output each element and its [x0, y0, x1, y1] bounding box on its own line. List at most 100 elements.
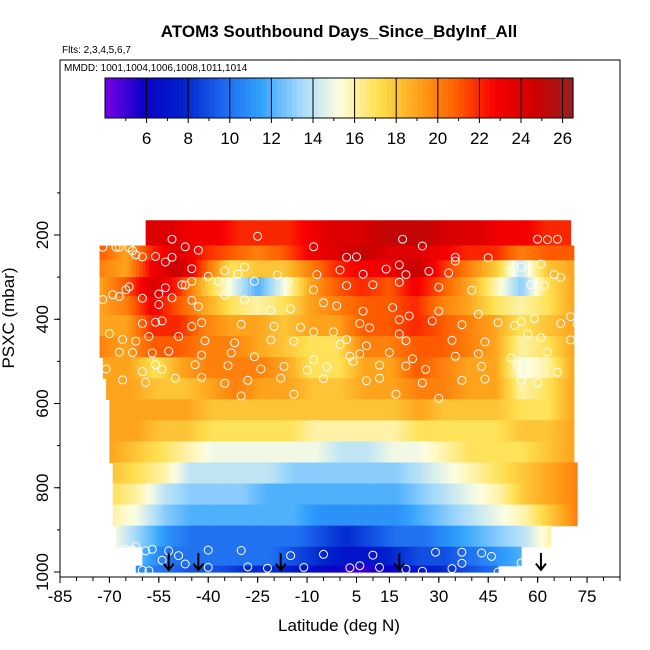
heatmap-cell — [521, 260, 525, 278]
heatmap-cell — [420, 220, 424, 247]
heatmap-cell — [473, 546, 478, 567]
heatmap-cell — [112, 483, 117, 506]
heatmap-cell — [181, 245, 186, 261]
heatmap-cell — [460, 378, 464, 400]
colorbar-cell — [458, 78, 465, 118]
heatmap-cell — [467, 483, 472, 506]
heatmap-cell — [363, 277, 367, 297]
heatmap-cell — [199, 420, 204, 443]
heatmap-cell — [441, 420, 446, 443]
heatmap-cell — [387, 220, 392, 247]
heatmap-cell — [201, 245, 206, 261]
heatmap-cell — [328, 462, 333, 485]
heatmap-cell — [144, 420, 149, 443]
heatmap-cell — [158, 378, 162, 400]
heatmap-cell — [413, 546, 418, 567]
dates-label: MMDD: 1001,1004,1006,1008,1011,1014 — [64, 63, 248, 74]
heatmap-cell — [508, 220, 513, 247]
colorbar-cell — [157, 78, 163, 118]
heatmap-cell — [515, 357, 519, 379]
heatmap-cell — [554, 399, 559, 421]
data-point — [447, 564, 457, 574]
heatmap-cell — [538, 483, 543, 506]
heatmap-cell — [373, 483, 378, 506]
data-point — [536, 259, 546, 269]
heatmap-cell — [307, 277, 311, 297]
heatmap-cell — [164, 378, 169, 400]
heatmap-cell — [125, 336, 130, 358]
heatmap-cell — [544, 336, 549, 358]
heatmap-cell — [154, 462, 159, 485]
heatmap-cell — [523, 220, 527, 247]
heatmap-cell — [293, 260, 298, 278]
heatmap-cell — [467, 504, 472, 527]
heatmap-cell — [109, 336, 114, 358]
data-point — [111, 242, 121, 252]
heatmap-cell — [109, 420, 114, 443]
heatmap-cell — [325, 220, 330, 247]
heatmap-cell — [119, 260, 124, 278]
heatmap-cell — [335, 462, 339, 485]
heatmap-cell — [219, 220, 223, 247]
heatmap-cell — [438, 399, 443, 421]
heatmap-cell — [264, 399, 268, 421]
heatmap-cell — [184, 565, 189, 573]
heatmap-cell — [498, 357, 503, 379]
heatmap-cell — [438, 525, 443, 548]
heatmap-cell — [573, 483, 578, 506]
heatmap-cell — [177, 462, 181, 485]
data-point — [289, 389, 299, 399]
heatmap-cell — [455, 277, 460, 297]
heatmap-cell — [196, 504, 201, 527]
heatmap-cell — [135, 336, 140, 358]
heatmap-cell — [172, 296, 176, 316]
heatmap-cell — [406, 504, 410, 527]
heatmap-cell — [135, 399, 139, 421]
heatmap-cell — [525, 399, 530, 421]
heatmap-cell — [128, 462, 133, 485]
x-tick-label: -40 — [196, 587, 221, 606]
heatmap-cell — [483, 399, 488, 421]
heatmap-cell — [504, 277, 509, 297]
heatmap-cell — [122, 296, 127, 316]
heatmap-cell — [455, 245, 460, 261]
heatmap-cell — [540, 277, 545, 297]
heatmap-cell — [161, 441, 165, 464]
heatmap-cell — [122, 462, 127, 485]
heatmap-cell — [544, 378, 549, 400]
heatmap-cell — [131, 420, 136, 443]
colorbar-cell — [406, 78, 413, 118]
heatmap-cell — [290, 220, 294, 247]
heatmap-cell — [366, 277, 371, 297]
heatmap-cell — [519, 504, 523, 527]
heatmap-cell — [531, 525, 536, 548]
heatmap-cell — [393, 441, 397, 464]
heatmap-cell — [293, 420, 297, 443]
heatmap-cell — [508, 260, 512, 278]
heatmap-cell — [425, 420, 430, 443]
heatmap-cell — [548, 483, 552, 506]
heatmap-cell — [158, 296, 163, 316]
heatmap-cell — [557, 462, 562, 485]
heatmap-cell — [116, 525, 120, 548]
heatmap-cell — [519, 420, 523, 443]
heatmap-cell — [531, 296, 535, 316]
heatmap-cell — [383, 420, 388, 443]
heatmap-cell — [491, 565, 496, 573]
heatmap-cell — [231, 260, 236, 278]
heatmap-cell — [266, 357, 271, 379]
data-point — [450, 252, 460, 262]
heatmap-cell — [508, 277, 512, 297]
data-point — [124, 243, 134, 253]
heatmap-cell — [375, 220, 380, 247]
heatmap-cell — [405, 296, 410, 316]
heatmap-cell — [467, 420, 472, 443]
heatmap-cell — [228, 504, 233, 527]
heatmap-cell — [453, 378, 458, 400]
heatmap-cell — [372, 336, 377, 358]
heatmap-cell — [270, 315, 275, 337]
heatmap-cell — [295, 525, 299, 548]
heatmap-cell — [295, 357, 300, 379]
heatmap-cell — [498, 296, 502, 316]
heatmap-cell — [349, 336, 354, 358]
